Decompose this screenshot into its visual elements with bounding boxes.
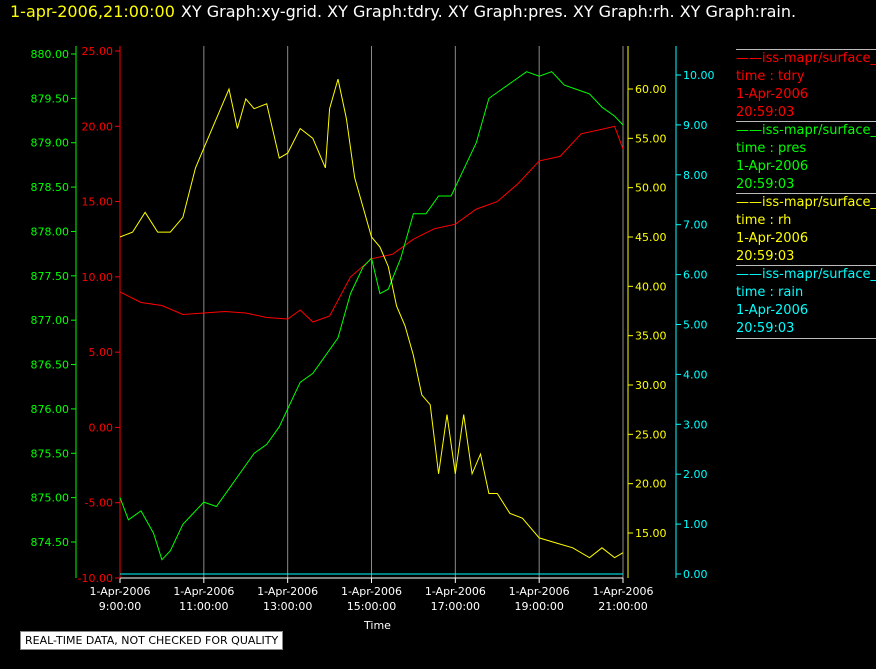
legend-separator: [736, 49, 876, 50]
x-tick-label-date: 1-Apr-2006: [592, 585, 653, 598]
rh-tick-label: 20.00: [635, 478, 667, 491]
rh-tick-label: 45.00: [635, 231, 667, 244]
x-tick-label-date: 1-Apr-2006: [173, 585, 234, 598]
legend-line3: 1-Apr-2006: [736, 303, 809, 318]
legend-line2: time : rh: [736, 213, 792, 228]
legend-line1: ——iss-mapr/surface_: [736, 51, 876, 66]
pres-tick-label: 877.50: [31, 270, 70, 283]
tdry-tick-label: 10.00: [82, 271, 114, 284]
tdry-tick-label: 0.00: [89, 421, 114, 434]
legend-line4: 20:59:03: [736, 249, 795, 264]
legend-entry: ——iss-mapr/surface_time : pres 1-Apr-2006…: [736, 121, 876, 194]
legend-line4: 20:59:03: [736, 105, 795, 120]
legend-line1: ——iss-mapr/surface_: [736, 195, 876, 210]
x-tick-label-time: 19:00:00: [514, 600, 563, 613]
tdry-tick-label: 15.00: [82, 196, 114, 209]
legend-line4: 20:59:03: [736, 177, 795, 192]
rain-tick-label: 3.00: [683, 418, 708, 431]
tdry-tick-label: 5.00: [89, 346, 114, 359]
tdry-tick-label: 25.00: [82, 45, 114, 58]
series-pres-line: [119, 71, 624, 561]
x-tick-label-date: 1-Apr-2006: [425, 585, 486, 598]
x-tick-label-time: 17:00:00: [431, 600, 480, 613]
legend-line3: 1-Apr-2006: [736, 159, 809, 174]
legend-line2: time : tdry: [736, 69, 805, 84]
pres-tick-label: 879.00: [31, 137, 70, 150]
tdry-tick-label: -5.00: [85, 497, 113, 510]
rain-tick-label: 2.00: [683, 468, 708, 481]
x-tick-label-time: 11:00:00: [179, 600, 228, 613]
rain-tick-label: 9.00: [683, 119, 708, 132]
pres-tick-label: 878.50: [31, 181, 70, 194]
rh-tick-label: 55.00: [635, 132, 667, 145]
tdry-tick-label: 20.00: [82, 120, 114, 133]
legend-line1: ——iss-mapr/surface_: [736, 267, 876, 282]
quality-note: REAL-TIME DATA, NOT CHECKED FOR QUALITY: [20, 631, 284, 650]
rain-tick-label: 10.00: [683, 69, 715, 82]
x-tick-label-date: 1-Apr-2006: [341, 585, 402, 598]
rh-tick-label: 15.00: [635, 527, 667, 540]
rh-tick-label: 25.00: [635, 428, 667, 441]
x-tick-label-time: 15:00:00: [347, 600, 396, 613]
rain-tick-label: 1.00: [683, 518, 708, 531]
pres-tick-label: 876.50: [31, 359, 70, 372]
legend-line3: 1-Apr-2006: [736, 87, 809, 102]
pres-tick-label: 878.00: [31, 225, 70, 238]
pres-tick-label: 876.00: [31, 403, 70, 416]
legend-entry: ——iss-mapr/surface_time : rain 1-Apr-2006…: [736, 265, 876, 338]
rh-tick-label: 30.00: [635, 379, 667, 392]
pres-tick-label: 875.50: [31, 447, 70, 460]
rain-tick-label: 7.00: [683, 219, 708, 232]
header-titles: XY Graph:xy-grid. XY Graph:tdry. XY Grap…: [180, 2, 797, 21]
x-tick-label-time: 13:00:00: [263, 600, 312, 613]
pres-tick-label: 875.00: [31, 492, 70, 505]
rain-tick-label: 6.00: [683, 269, 708, 282]
rh-tick-label: 60.00: [635, 83, 667, 96]
rh-tick-label: 50.00: [635, 182, 667, 195]
pres-tick-label: 877.00: [31, 314, 70, 327]
rh-tick-label: 35.00: [635, 330, 667, 343]
legend-line2: time : rain: [736, 285, 804, 300]
header-timestamp: 1-apr-2006,21:00:00: [10, 2, 175, 21]
x-axis-title: Time: [363, 619, 391, 632]
x-tick-label-date: 1-Apr-2006: [257, 585, 318, 598]
legend-entry: ——iss-mapr/surface_time : rh 1-Apr-2006 20…: [736, 193, 876, 266]
legend-entry: ——iss-mapr/surface_time : tdry 1-Apr-2006…: [736, 49, 876, 122]
pres-tick-label: 879.50: [31, 92, 70, 105]
legend-separator: [736, 193, 876, 194]
x-tick-label-date: 1-Apr-2006: [89, 585, 150, 598]
rh-tick-label: 40.00: [635, 280, 667, 293]
legend-line4: 20:59:03: [736, 321, 795, 336]
x-tick-label-time: 9:00:00: [99, 600, 141, 613]
series-rh-line: [119, 78, 624, 559]
pres-tick-label: 880.00: [31, 48, 70, 61]
legend-separator: [736, 265, 876, 266]
legend-line1: ——iss-mapr/surface_: [736, 123, 876, 138]
legend-line2: time : pres: [736, 141, 807, 156]
x-tick-label-date: 1-Apr-2006: [509, 585, 570, 598]
pres-tick-label: 874.50: [31, 536, 70, 549]
legend-separator: [736, 121, 876, 122]
rain-tick-label: 5.00: [683, 319, 708, 332]
legend-line3: 1-Apr-2006: [736, 231, 809, 246]
header: 1-apr-2006,21:00:00 XY Graph:xy-grid. XY …: [10, 2, 796, 21]
x-tick-label-time: 21:00:00: [598, 600, 647, 613]
rain-tick-label: 0.00: [683, 568, 708, 581]
rain-tick-label: 4.00: [683, 368, 708, 381]
tdry-tick-label: -10.00: [78, 572, 113, 585]
rain-tick-label: 8.00: [683, 169, 708, 182]
